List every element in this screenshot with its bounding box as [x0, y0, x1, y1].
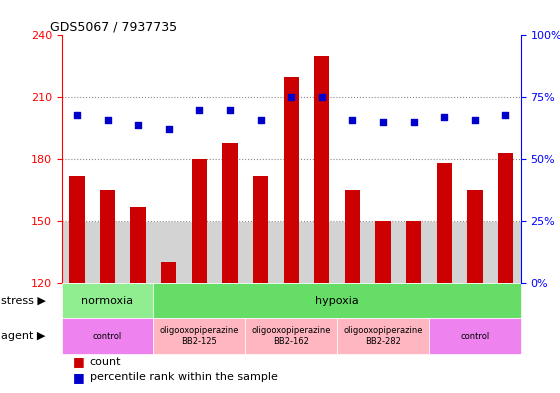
Bar: [375, 221, 391, 283]
Text: agent ▶: agent ▶: [1, 331, 45, 341]
Text: count: count: [90, 356, 121, 367]
Point: [470, 116, 479, 123]
Point: [164, 126, 173, 132]
Bar: [253, 176, 268, 283]
Bar: [153, 318, 245, 354]
Text: stress ▶: stress ▶: [1, 296, 45, 306]
Bar: [283, 77, 299, 283]
Bar: [130, 207, 146, 283]
Bar: [100, 190, 115, 283]
Point: [256, 116, 265, 123]
Bar: [406, 221, 421, 283]
Point: [134, 121, 143, 128]
Text: ■: ■: [73, 371, 85, 384]
Text: oligooxopiperazine
BB2-125: oligooxopiperazine BB2-125: [160, 326, 239, 346]
Bar: [161, 263, 176, 283]
Bar: [337, 318, 429, 354]
Point: [501, 112, 510, 118]
Bar: [437, 163, 452, 283]
Text: oligooxopiperazine
BB2-282: oligooxopiperazine BB2-282: [343, 326, 423, 346]
Text: percentile rank within the sample: percentile rank within the sample: [90, 372, 277, 382]
Text: normoxia: normoxia: [81, 296, 134, 306]
Bar: [245, 318, 337, 354]
Bar: [498, 153, 513, 283]
Point: [348, 116, 357, 123]
Bar: [62, 283, 153, 318]
Point: [287, 94, 296, 100]
Text: ■: ■: [73, 355, 85, 368]
Bar: [62, 222, 521, 283]
Bar: [345, 190, 360, 283]
Bar: [467, 190, 483, 283]
Point: [226, 107, 235, 113]
Bar: [153, 283, 521, 318]
Text: control: control: [460, 332, 489, 340]
Point: [318, 94, 326, 100]
Point: [195, 107, 204, 113]
Text: GDS5067 / 7937735: GDS5067 / 7937735: [50, 20, 178, 33]
Bar: [192, 159, 207, 283]
Bar: [429, 318, 521, 354]
Point: [440, 114, 449, 120]
Text: hypoxia: hypoxia: [315, 296, 359, 306]
Point: [379, 119, 388, 125]
Bar: [62, 318, 153, 354]
Bar: [314, 56, 329, 283]
Bar: [69, 176, 85, 283]
Point: [103, 116, 112, 123]
Point: [72, 112, 81, 118]
Text: oligooxopiperazine
BB2-162: oligooxopiperazine BB2-162: [251, 326, 331, 346]
Text: control: control: [93, 332, 122, 340]
Bar: [222, 143, 237, 283]
Point: [409, 119, 418, 125]
